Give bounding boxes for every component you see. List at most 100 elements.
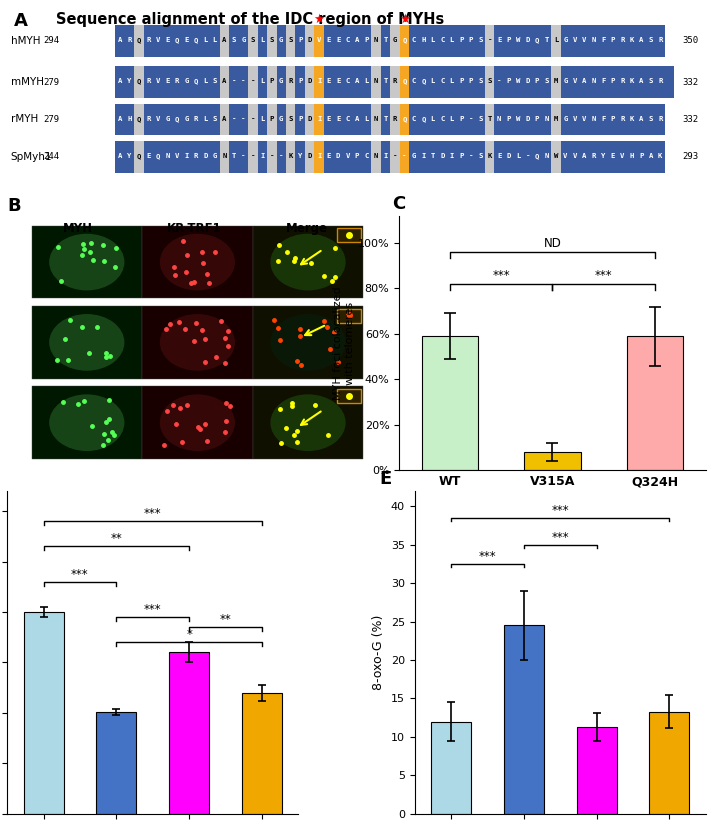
Text: P: P: [459, 116, 463, 122]
Y-axis label: 8-oxo-G (%): 8-oxo-G (%): [372, 615, 385, 690]
Bar: [200, 25, 210, 57]
Bar: [560, 104, 570, 136]
Bar: [627, 104, 637, 136]
Text: **: **: [220, 613, 231, 626]
Text: S: S: [488, 78, 492, 85]
Bar: [646, 104, 655, 136]
Bar: [324, 104, 334, 136]
Y-axis label: MYH foci colocalized
with telomeres: MYH foci colocalized with telomeres: [334, 286, 355, 399]
Text: E: E: [165, 78, 170, 85]
Text: D: D: [336, 153, 340, 159]
Text: A: A: [639, 78, 643, 85]
Bar: [390, 104, 400, 136]
Text: H: H: [128, 116, 132, 122]
Text: Q: Q: [421, 116, 426, 122]
Bar: [96, 712, 136, 814]
Text: -: -: [270, 153, 274, 159]
Bar: [314, 141, 324, 173]
Text: Q: Q: [535, 37, 539, 44]
Text: N: N: [592, 37, 596, 44]
Text: Q: Q: [137, 78, 141, 85]
Bar: [523, 141, 533, 173]
Bar: [352, 141, 361, 173]
Ellipse shape: [160, 233, 235, 290]
Text: I: I: [317, 153, 322, 159]
Bar: [456, 104, 466, 136]
Text: V: V: [345, 153, 350, 159]
Text: L: L: [364, 116, 369, 122]
Text: E: E: [497, 153, 501, 159]
Bar: [142, 226, 252, 298]
Text: L: L: [203, 37, 207, 44]
Text: D: D: [307, 78, 312, 85]
Text: G: G: [279, 116, 284, 122]
Bar: [305, 104, 314, 136]
Bar: [627, 336, 683, 470]
Bar: [447, 104, 456, 136]
Text: R: R: [393, 78, 397, 85]
Bar: [381, 67, 390, 98]
Text: A: A: [355, 78, 359, 85]
Bar: [533, 141, 542, 173]
Text: I: I: [450, 153, 454, 159]
Text: L: L: [203, 78, 207, 85]
Text: G: G: [411, 153, 416, 159]
Bar: [277, 141, 286, 173]
Text: F: F: [601, 116, 605, 122]
Bar: [438, 141, 447, 173]
Bar: [617, 67, 627, 98]
Bar: [343, 141, 352, 173]
Bar: [210, 67, 220, 98]
Text: Q: Q: [535, 153, 539, 159]
Bar: [608, 25, 617, 57]
Bar: [390, 67, 400, 98]
Text: R: R: [658, 116, 662, 122]
Bar: [286, 104, 295, 136]
Bar: [617, 104, 627, 136]
Text: M: M: [554, 78, 558, 85]
Bar: [466, 25, 476, 57]
Text: A: A: [222, 78, 227, 85]
Text: V: V: [583, 116, 587, 122]
Text: L: L: [203, 116, 207, 122]
Bar: [252, 386, 364, 459]
Text: I: I: [384, 153, 388, 159]
Bar: [637, 104, 646, 136]
Text: ***: ***: [551, 531, 569, 544]
Bar: [324, 25, 334, 57]
Bar: [361, 141, 371, 173]
Bar: [305, 141, 314, 173]
Text: A: A: [118, 153, 123, 159]
Bar: [173, 141, 182, 173]
Bar: [242, 693, 282, 814]
Text: G: G: [165, 116, 170, 122]
Bar: [361, 104, 371, 136]
Text: *: *: [186, 628, 192, 641]
Text: A: A: [649, 153, 653, 159]
Text: E: E: [610, 153, 615, 159]
Ellipse shape: [270, 233, 346, 290]
Text: Sequence alignment of the IDC region of MYHs: Sequence alignment of the IDC region of …: [56, 12, 444, 27]
Text: A: A: [639, 37, 643, 44]
Text: D: D: [307, 153, 312, 159]
Text: H: H: [421, 37, 426, 44]
Bar: [580, 67, 589, 98]
Bar: [352, 25, 361, 57]
Bar: [134, 104, 144, 136]
Bar: [337, 389, 361, 403]
Text: N: N: [222, 153, 227, 159]
Text: V: V: [156, 116, 160, 122]
Text: D: D: [203, 153, 207, 159]
Bar: [599, 141, 608, 173]
Text: L: L: [260, 116, 265, 122]
Ellipse shape: [270, 395, 346, 451]
Bar: [504, 141, 513, 173]
Bar: [560, 67, 570, 98]
Text: G: G: [212, 153, 217, 159]
Bar: [267, 104, 277, 136]
Text: K: K: [488, 153, 492, 159]
Text: N: N: [592, 78, 596, 85]
Text: N: N: [592, 116, 596, 122]
Text: R: R: [128, 37, 132, 44]
Bar: [305, 67, 314, 98]
